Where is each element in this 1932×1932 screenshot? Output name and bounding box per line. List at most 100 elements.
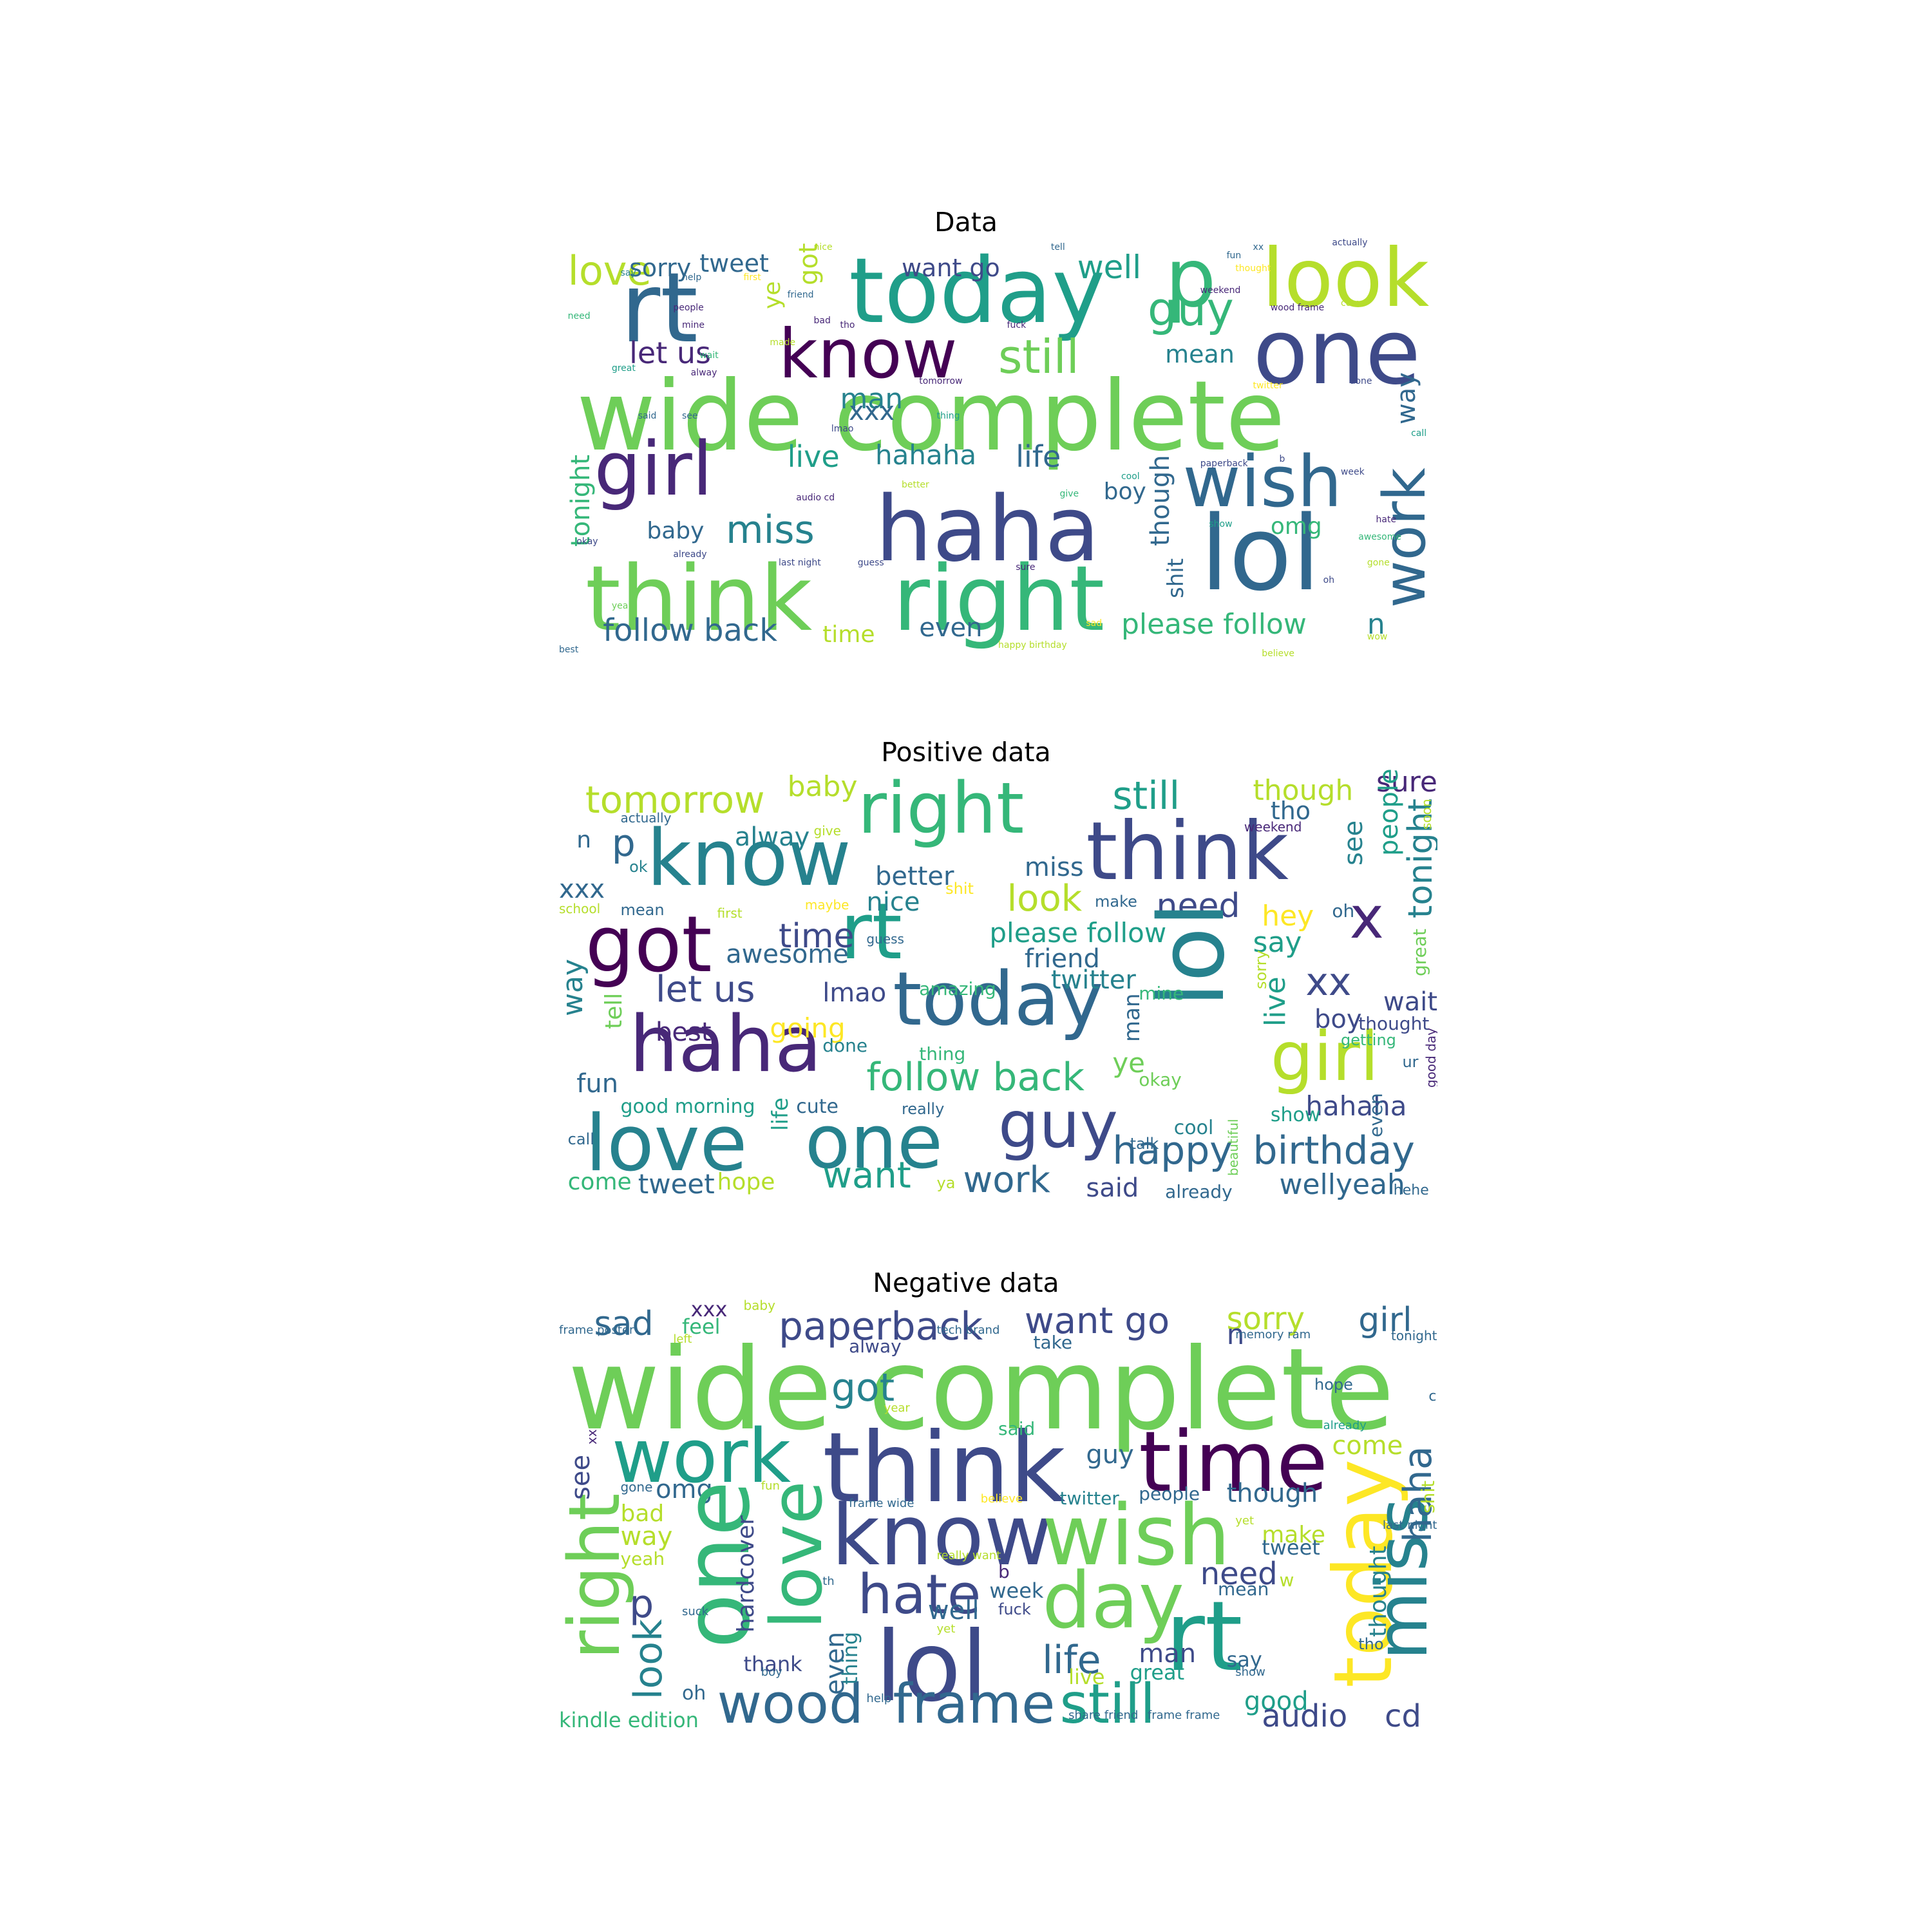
cloud-word: frame frame [1147, 1709, 1220, 1723]
cloud-word: actually [1332, 238, 1368, 248]
cloud-word: n [1367, 607, 1385, 641]
cloud-word: shit [945, 879, 974, 898]
cloud-word: right [857, 768, 1025, 849]
cloud-word: time [1139, 1413, 1328, 1511]
cloud-word: mine [681, 319, 705, 330]
cloud-word: n [576, 827, 592, 854]
cloud-word: ya [936, 1173, 956, 1192]
cloud-word: tho [840, 319, 855, 330]
cloud-word: believe [980, 1492, 1023, 1506]
cloud-word: thing [919, 1043, 966, 1065]
cloud-word: awesome [726, 939, 849, 969]
cloud-word: already [1323, 1419, 1367, 1433]
cloud-word: good [1244, 1686, 1309, 1716]
cloud-word: kindle edition [559, 1708, 699, 1732]
cloud-word: alway [734, 822, 810, 853]
cloud-word: miss [726, 507, 815, 553]
cloud-word: happy [1112, 1128, 1233, 1174]
cloud-word: believe [1262, 649, 1294, 659]
cloud-word: take [1033, 1331, 1073, 1353]
cloud-word: man [840, 383, 904, 416]
cloud-word: guy [1086, 1439, 1134, 1470]
cloud-word: suck [681, 1605, 709, 1619]
cloud-word: think [822, 1412, 1066, 1525]
cloud-word: shit [1417, 1481, 1437, 1514]
cloud-word: awesome [1358, 531, 1401, 542]
cloud-word: people [1139, 1482, 1200, 1504]
cloud-word: come [567, 1168, 632, 1195]
cloud-word: xxx [559, 875, 605, 904]
cloud-word: wait [1383, 987, 1437, 1017]
cloud-word: people [673, 302, 704, 313]
cloud-word: guess [866, 931, 904, 947]
cloud-word: see [1338, 820, 1368, 866]
cloud-word: happy birthday [998, 639, 1067, 650]
cloud-word: really want [936, 1548, 1001, 1562]
cloud-word: life [768, 1097, 794, 1131]
cloud-word: tomorrow [585, 778, 765, 822]
cloud-word: wish [1042, 1486, 1231, 1585]
cloud-word: make [1095, 892, 1137, 911]
negative-data-cloud-title: Negative data [873, 1267, 1059, 1298]
cloud-word: bad [620, 1500, 665, 1527]
cloud-word: fun [761, 1479, 780, 1493]
cloud-word: thank [743, 1652, 802, 1677]
cloud-word: c [1428, 1388, 1437, 1405]
cloud-word: frame wide [849, 1497, 914, 1511]
cloud-word: way [559, 958, 589, 1016]
cloud-word: fuck [998, 1600, 1031, 1619]
cloud-word: baby [743, 1299, 775, 1313]
cloud-word: already [1165, 1181, 1233, 1201]
cloud-word: think [1086, 805, 1289, 899]
cloud-word: people [1374, 768, 1404, 856]
cloud-word: tweet [699, 249, 769, 278]
cloud-word: let us [629, 335, 711, 370]
cloud-word: school [559, 901, 601, 917]
cloud-word: boy [1103, 478, 1146, 506]
data-word-cloud: wide complete think right haha today rt one lol… [559, 238, 1437, 671]
cloud-word: n [1226, 1318, 1245, 1351]
cloud-word: actually [620, 810, 672, 826]
cloud-word: cute [796, 1095, 838, 1118]
cloud-word: okay [1139, 1069, 1182, 1091]
cloud-word: life [1016, 439, 1061, 474]
cloud-word: man [1139, 1638, 1197, 1669]
cloud-word: week [989, 1578, 1044, 1603]
cloud-word: though [1226, 1479, 1318, 1509]
data-cloud-title: Data [934, 207, 998, 238]
cloud-word: wellyeah [1279, 1168, 1405, 1201]
cloud-word: tho [1270, 797, 1311, 826]
cloud-word: wide complete [576, 360, 1285, 473]
cloud-word: nice [813, 242, 833, 252]
cloud-word: give [813, 823, 841, 839]
cloud-word: way [1391, 372, 1421, 425]
cloud-word: wait [699, 350, 719, 361]
cloud-word: gone [1367, 558, 1390, 569]
cloud-word: want go [1024, 1300, 1170, 1342]
cloud-word: great [611, 363, 636, 374]
cloud-word: first [743, 272, 761, 283]
cloud-word: weekend [1244, 819, 1302, 835]
cloud-word: shit [1163, 558, 1189, 599]
cloud-word: fun [1226, 251, 1242, 261]
cloud-word: mean [1218, 1578, 1269, 1600]
cloud-word: paperback [779, 1304, 983, 1350]
cloud-word: hate [857, 1562, 981, 1627]
cloud-word: think [585, 546, 813, 652]
cloud-word: tonight [565, 454, 596, 547]
cloud-word: though [1145, 455, 1175, 546]
cloud-word: friend [787, 289, 814, 300]
cloud-word: tell [601, 993, 628, 1030]
cloud-word: girl [1270, 1018, 1379, 1097]
cloud-word: though [1253, 774, 1354, 808]
cloud-word: great [1130, 1660, 1185, 1685]
cloud-word: need [1200, 1556, 1278, 1593]
cloud-word: lmao [831, 423, 854, 434]
cloud-word: xxx [690, 1299, 728, 1321]
cloud-word: hate [1376, 515, 1397, 526]
cloud-word: love [585, 1099, 748, 1189]
cloud-word: yeah [620, 1548, 665, 1569]
cloud-word: bad [813, 315, 831, 326]
cloud-word: girl [594, 426, 713, 513]
cloud-word: omg [1270, 513, 1322, 540]
